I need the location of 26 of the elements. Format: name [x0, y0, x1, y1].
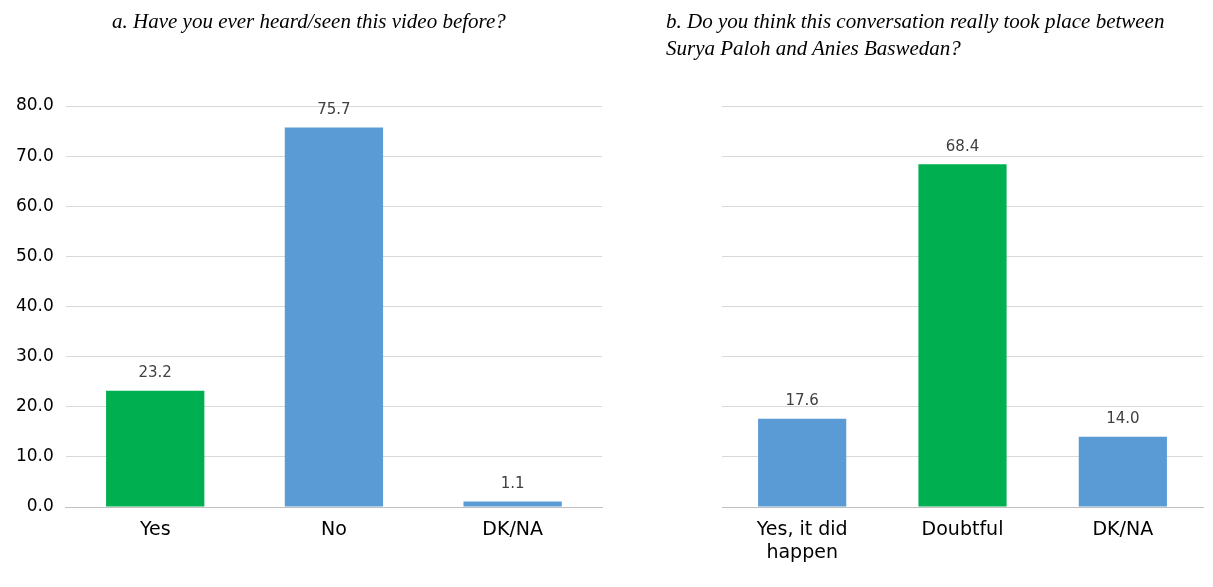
data-label: 14.0 — [1106, 409, 1140, 428]
data-label: 17.6 — [785, 391, 819, 410]
y-tick-label: 0.0 — [26, 495, 54, 516]
chart-title: a. Have you ever heard/seen this video before? — [112, 8, 507, 35]
y-tick-label: 50.0 — [15, 244, 54, 265]
bar — [284, 127, 384, 507]
x-tick-label: DK/NA — [1092, 517, 1154, 540]
y-tick-label: 30.0 — [15, 345, 54, 366]
y-tick-label: 40.0 — [15, 294, 54, 315]
y-tick-label: 70.0 — [15, 144, 54, 165]
y-tick-label: 60.0 — [15, 194, 54, 215]
data-label: 68.4 — [945, 136, 980, 155]
x-tick-label: Yes — [138, 517, 171, 540]
bar — [463, 501, 562, 507]
bar — [106, 390, 205, 507]
data-label: 75.7 — [317, 99, 351, 118]
data-label: 23.2 — [138, 363, 172, 382]
chart-title: b. Do you think this conversation really took place between Surya Paloh and Anies Baswedan? — [666, 8, 1166, 62]
x-tick-label: No — [321, 517, 347, 540]
x-tick-label: Yes, it did happen — [755, 517, 848, 563]
y-tick-label: 10.0 — [15, 445, 54, 466]
x-tick-label: Doubtful — [921, 517, 1004, 540]
data-label: 1.1 — [500, 473, 525, 492]
y-tick-label: 80.0 — [15, 94, 54, 115]
x-tick-label: DK/NA — [482, 517, 543, 540]
y-tick-label: 20.0 — [15, 395, 54, 416]
